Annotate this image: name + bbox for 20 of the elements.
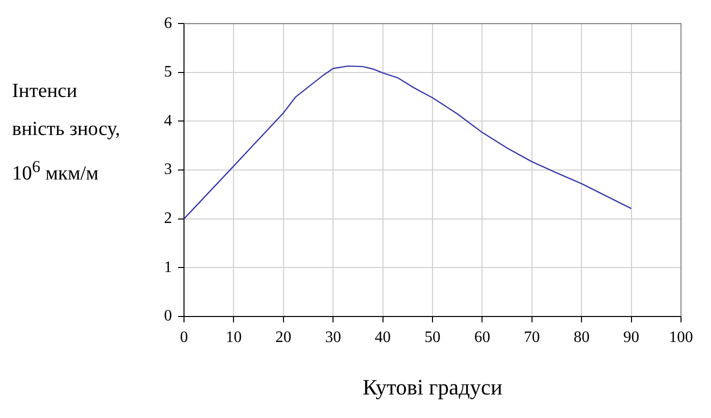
x-tick-label: 70 (524, 329, 540, 346)
x-tick-label: 0 (180, 329, 188, 346)
x-tick-label: 50 (424, 329, 440, 346)
x-tick-label: 30 (325, 329, 342, 346)
y-tick-label: 2 (164, 210, 172, 228)
y-tick-label: 4 (164, 112, 172, 130)
x-axis-title: Кутові градуси (362, 374, 503, 400)
y-axis-title: Інтенси вність зносу, 10$^{6}$ мкм/м (12, 79, 122, 187)
y-tick-label: 6 (164, 14, 172, 32)
y-tick-label: 0 (164, 308, 172, 325)
x-tick-label: 60 (474, 329, 490, 346)
x-tick-label: 10 (226, 329, 242, 346)
x-tick-label: 40 (374, 329, 391, 346)
y-tick-label: 5 (164, 64, 172, 81)
x-tick-label: 90 (623, 329, 640, 346)
x-tick-label: 20 (275, 329, 292, 346)
x-tick-label: 100 (669, 329, 693, 346)
y-tick-label: 1 (164, 258, 172, 276)
y-tick-label: 3 (164, 161, 172, 178)
x-tick-label: 80 (574, 329, 590, 346)
